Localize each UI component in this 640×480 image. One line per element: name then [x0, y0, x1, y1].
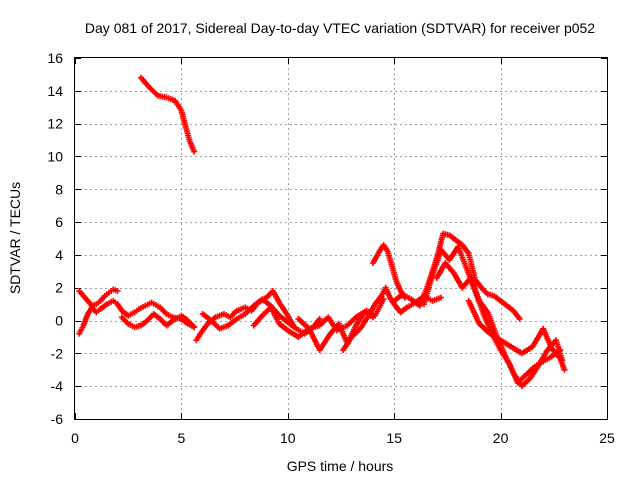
x-tick-label: 15 [386, 430, 402, 446]
chart-title: Day 081 of 2017, Sidereal Day-to-day VTE… [85, 20, 595, 36]
y-tick-label: 14 [47, 83, 63, 99]
y-tick-label: 12 [47, 116, 63, 132]
x-tick-label: 10 [280, 430, 296, 446]
plot-frame [74, 57, 608, 420]
series-track-3 [118, 310, 198, 331]
marker-band [77, 287, 119, 308]
x-tick-label: 0 [71, 430, 79, 446]
x-tick-label: 5 [178, 430, 186, 446]
marker-band [434, 261, 565, 388]
data-points [76, 74, 568, 390]
marker-band [139, 76, 197, 153]
series-track-13 [433, 260, 566, 390]
series-track-14 [465, 297, 568, 373]
y-tick-label: 0 [55, 313, 63, 329]
marker-band [371, 243, 407, 299]
y-tick-label: -2 [51, 345, 64, 361]
axis-ticks: 0 5 10 15 20 25 -6 -4 -2 0 2 4 6 8 10 12 14 16 [47, 50, 615, 446]
x-axis-label: GPS time / hours [287, 458, 394, 474]
marker-band [466, 299, 567, 371]
y-tick-label: 8 [55, 181, 63, 197]
series-track-1 [76, 286, 121, 309]
series-track-4 [137, 74, 198, 155]
y-tick-label: 4 [55, 247, 63, 263]
x-tick-label: 20 [493, 430, 509, 446]
x-tick-label: 25 [599, 430, 615, 446]
y-tick-label: 16 [47, 50, 63, 66]
y-tick-label: -6 [51, 411, 64, 427]
series-track-8 [295, 296, 387, 334]
y-tick-label: 2 [55, 280, 63, 296]
y-axis-label: SDTVAR / TECUs [7, 182, 23, 294]
series-track-10 [369, 242, 408, 301]
y-tick-label: 6 [55, 214, 63, 230]
marker-band [120, 312, 196, 330]
y-tick-label: -4 [51, 378, 64, 394]
grid-lines [75, 58, 607, 419]
y-tick-label: 10 [47, 148, 63, 164]
